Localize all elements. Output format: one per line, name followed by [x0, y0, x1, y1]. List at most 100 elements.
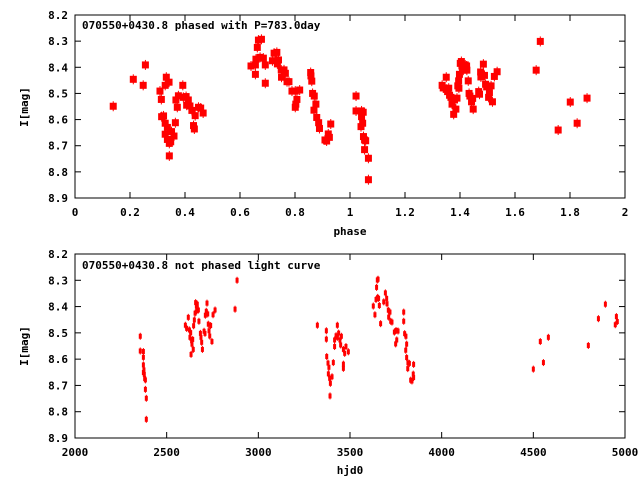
plot-frame — [74, 14, 626, 199]
x-tick-label: 4500 — [520, 446, 547, 459]
unphased-plot: 070550+0430.8 not phased light curve hjd… — [18, 248, 638, 477]
data-point — [479, 59, 487, 70]
data-point — [195, 300, 199, 308]
data-point — [170, 131, 178, 142]
data-point — [375, 283, 379, 291]
data-point — [190, 123, 198, 134]
data-point — [405, 354, 409, 362]
data-point — [308, 76, 316, 87]
data-point — [173, 102, 181, 113]
data-point — [487, 80, 495, 91]
data-point — [405, 340, 409, 348]
data-point — [296, 85, 304, 96]
y-tick-label: 8.3 — [48, 35, 68, 48]
data-point — [463, 60, 471, 71]
data-point — [233, 305, 237, 313]
data-point — [261, 78, 269, 89]
data-point — [247, 60, 255, 71]
data-point — [207, 327, 211, 335]
data-point — [376, 275, 380, 283]
data-point — [596, 315, 600, 323]
x-tick-label: 1.8 — [560, 206, 580, 219]
data-point — [291, 102, 299, 113]
data-point — [156, 86, 164, 97]
data-point — [171, 117, 179, 128]
data-point — [174, 90, 182, 101]
data-point — [387, 313, 391, 321]
data-point — [386, 306, 390, 314]
data-point — [396, 327, 400, 335]
data-point — [328, 379, 332, 387]
data-point — [235, 276, 239, 284]
data-point — [323, 136, 331, 147]
data-point — [337, 329, 341, 337]
data-point — [143, 376, 147, 384]
data-point — [373, 311, 377, 319]
data-point — [452, 104, 460, 115]
data-point — [189, 350, 193, 358]
y-tick-label: 8.6 — [48, 114, 68, 127]
x-tick-label: 4000 — [428, 446, 455, 459]
data-point — [383, 289, 387, 297]
data-point — [324, 327, 328, 335]
data-point — [143, 385, 147, 393]
data-point — [344, 343, 348, 351]
data-point — [439, 82, 447, 93]
data-point — [200, 338, 204, 346]
data-point — [327, 119, 335, 130]
data-point — [257, 34, 265, 45]
data-point — [192, 316, 196, 324]
data-point — [185, 324, 189, 332]
data-point — [573, 118, 581, 129]
x-tick-label: 0.4 — [175, 206, 195, 219]
data-point — [455, 83, 463, 94]
data-point — [377, 294, 381, 302]
x-tick-label: 2500 — [153, 446, 180, 459]
data-point — [406, 365, 410, 373]
data-point — [188, 333, 192, 341]
x-tick-label: 1.4 — [450, 206, 470, 219]
data-point — [139, 80, 147, 91]
data-point — [211, 311, 215, 319]
y-tick-label: 8.2 — [48, 9, 68, 22]
data-point — [268, 55, 276, 66]
phased-plot: 070550+0430.8 phased with P=783.0day pha… — [18, 9, 628, 238]
x-tick-label: 3000 — [245, 446, 272, 459]
data-point — [410, 377, 414, 385]
y-axis-label: I[mag] — [18, 326, 31, 366]
data-point — [603, 300, 607, 308]
data-point — [566, 97, 574, 108]
data-point — [205, 299, 209, 307]
y-tick-label: 8.2 — [48, 248, 68, 261]
data-point — [197, 317, 201, 325]
data-point — [404, 332, 408, 340]
data-point — [394, 326, 398, 334]
plot-title: 070550+0430.8 not phased light curve — [82, 259, 321, 272]
x-tick-label: 1 — [347, 206, 354, 219]
y-tick-label: 8.3 — [48, 274, 68, 287]
data-point — [546, 333, 550, 341]
data-point — [278, 72, 286, 83]
data-point — [315, 321, 319, 329]
data-point — [203, 329, 207, 337]
data-point — [129, 74, 137, 85]
data-point — [361, 144, 369, 155]
plot-title: 070550+0430.8 phased with P=783.0day — [82, 19, 321, 32]
data-point — [325, 353, 329, 361]
data-point — [404, 346, 408, 354]
data-point — [330, 373, 334, 381]
data-point — [339, 341, 343, 349]
data-point — [388, 308, 392, 316]
x-axis-label: phase — [333, 225, 366, 238]
data-point — [210, 338, 214, 346]
x-tick-label: 0.2 — [120, 206, 140, 219]
data-point — [357, 121, 365, 132]
x-tick-label: 2000 — [62, 446, 89, 459]
data-point — [341, 364, 345, 372]
data-point — [328, 374, 332, 382]
data-point — [412, 360, 416, 368]
data-point — [538, 338, 542, 346]
y-tick-label: 8.4 — [48, 61, 68, 74]
data-point — [252, 54, 260, 65]
